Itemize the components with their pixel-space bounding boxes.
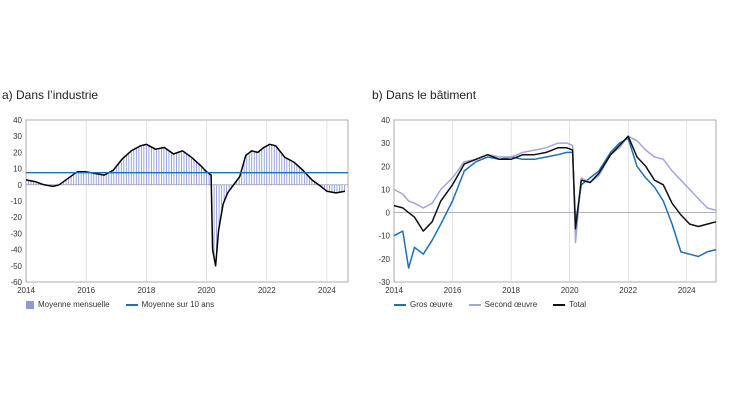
panel-industrie: a) Dans l’industrie 2014 2016 2018 2020 2022…: [0, 88, 360, 320]
panel-title-batiment: b) Dans le bâtiment: [372, 88, 476, 102]
y-tick-label: -20: [378, 255, 390, 264]
legend-label-total: Total: [569, 300, 587, 309]
y-tick-label: 40: [13, 116, 22, 125]
y-tick-label: 20: [381, 162, 390, 171]
panel-title-industrie: a) Dans l’industrie: [2, 88, 98, 102]
chart-title-batiment: Dans le bâtiment: [386, 88, 477, 102]
chart-batiment: 2014 2016 2018 2020 2022 2024 40 30 20 10 0 -10 -20 -…: [378, 116, 717, 295]
panel-batiment: b) Dans le bâtiment 2014 2016 2018 2020 2022…: [368, 88, 728, 320]
x-tick-label: 2016: [444, 286, 462, 295]
y-tick-label: 20: [13, 148, 22, 157]
plot-frame: [25, 119, 349, 283]
plot-frame: [393, 119, 717, 283]
chart-industrie: 2014 2016 2018 2020 2022 2024 40 30 20 10 0 -10 -20 -…: [10, 116, 349, 295]
legend-swatch-second-oeuvre: [468, 303, 481, 306]
legend-item-second-oeuvre: Second œuvre: [468, 300, 538, 309]
legend-label-average: Moyenne sur 10 ans: [141, 300, 215, 309]
x-tick-label: 2022: [619, 286, 637, 295]
x-tick-label: 2024: [318, 286, 336, 295]
y-tick-label: 10: [13, 165, 22, 174]
y-tick-label: -30: [378, 278, 390, 287]
legend-item-monthly: Moyenne mensuelle: [26, 300, 110, 309]
x-tick-label: 2020: [198, 286, 216, 295]
series-line-1: [393, 135, 717, 244]
panel-label-b: b): [372, 88, 383, 102]
y-tick-label: -40: [10, 246, 22, 255]
y-tick-label: 0: [386, 209, 391, 218]
y-tick-label: 10: [381, 185, 390, 194]
y-tick-label: 0: [18, 181, 23, 190]
legend-swatch-gros-oeuvre: [394, 303, 406, 306]
y-tick-label: 30: [381, 139, 390, 148]
y-tick-label: 40: [381, 116, 390, 125]
series-line-0: [393, 137, 717, 269]
legend-item-gros-oeuvre: Gros œuvre: [394, 300, 453, 309]
legend-batiment: Gros œuvre Second œuvre Total: [394, 300, 602, 309]
x-tick-label: 2014: [17, 286, 35, 295]
panel-label-a: a): [2, 88, 13, 102]
chart-title-industrie: Dans l’industrie: [16, 88, 99, 102]
legend-item-average: Moyenne sur 10 ans: [125, 300, 215, 309]
x-tick-label: 2018: [137, 286, 155, 295]
x-tick-label: 2024: [678, 286, 696, 295]
y-tick-label: -10: [378, 232, 390, 241]
legend-label-second-oeuvre: Second œuvre: [484, 300, 538, 309]
legend-swatch-total: [553, 303, 566, 306]
y-tick-label: 30: [13, 132, 22, 141]
y-tick-label: -50: [10, 262, 22, 271]
series-bars-0: [25, 144, 345, 258]
x-tick-label: 2018: [502, 286, 520, 295]
legend-label-monthly: Moyenne mensuelle: [38, 300, 110, 309]
y-tick-label: -20: [10, 213, 22, 222]
x-tick-label: 2020: [561, 286, 579, 295]
legend-item-total: Total: [553, 300, 586, 309]
x-tick-label: 2022: [258, 286, 276, 295]
legend-industrie: Moyenne mensuelle Moyenne sur 10 ans: [26, 300, 230, 309]
y-tick-label: -30: [10, 229, 22, 238]
series-line-1: [25, 143, 346, 267]
y-tick-label: -60: [10, 278, 22, 287]
legend-label-gros-oeuvre: Gros œuvre: [410, 300, 453, 309]
series-line-2: [393, 135, 717, 232]
legend-swatch-monthly: [26, 300, 34, 309]
x-tick-label: 2016: [77, 286, 95, 295]
x-tick-label: 2014: [385, 286, 403, 295]
legend-swatch-average: [125, 303, 138, 306]
y-tick-label: -10: [10, 197, 22, 206]
